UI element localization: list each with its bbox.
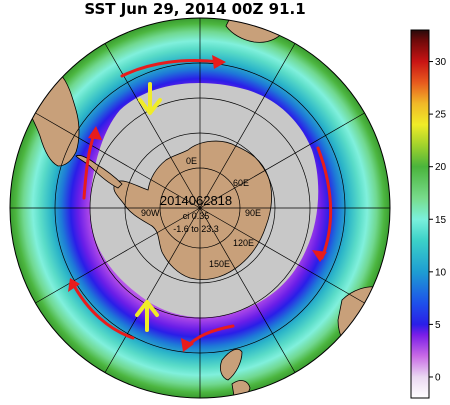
current-arrow — [120, 59, 222, 78]
longitude-label-90w: 90W — [141, 208, 160, 218]
colorbar: 0 5 10 15 20 25 30 — [410, 29, 447, 399]
colorbar-tick-label: 30 — [435, 57, 447, 68]
colorbar-tick-label: 25 — [435, 110, 447, 121]
map-border — [9, 17, 391, 399]
longitude-label-60e: 60E — [233, 178, 249, 188]
page-title: SST Jun 29, 2014 00Z 91.1 — [84, 0, 306, 18]
longitude-label-90e: 90E — [245, 208, 261, 218]
colorbar-tick-label: 5 — [435, 320, 441, 331]
value-range: -1.6 to 23.3 — [173, 224, 219, 234]
current-arrowhead — [212, 55, 226, 69]
upwelling-arrowhead — [135, 300, 159, 317]
colorbar-tick-label: 20 — [435, 162, 447, 173]
current-arrow — [316, 146, 333, 260]
meridian-lines — [10, 18, 390, 398]
colorbar-scale — [410, 29, 430, 399]
current-arrows — [70, 59, 333, 350]
longitude-label-150e: 150E — [209, 259, 230, 269]
longitude-label-0e: 0E — [186, 156, 197, 166]
new-zealand-south-island — [220, 348, 243, 381]
current-arrow — [70, 280, 135, 340]
australia-landmass — [337, 286, 390, 357]
current-arrowheads — [68, 55, 327, 352]
upwelling-arrowhead — [138, 98, 162, 115]
current-arrowhead — [181, 338, 194, 352]
current-arrowhead — [68, 278, 80, 292]
current-arrowhead — [88, 126, 102, 140]
contour-interval: ci 0.35 — [183, 211, 210, 221]
colorbar-tick-label: 0 — [435, 372, 441, 383]
current-arrowhead — [312, 250, 327, 262]
colorbar-tick-label: 15 — [435, 215, 447, 226]
date-code: 2014062818 — [160, 193, 232, 208]
longitude-label-120e: 120E — [233, 238, 254, 248]
colorbar-tick-label: 10 — [435, 267, 447, 278]
upwelling-arrows — [135, 82, 162, 332]
